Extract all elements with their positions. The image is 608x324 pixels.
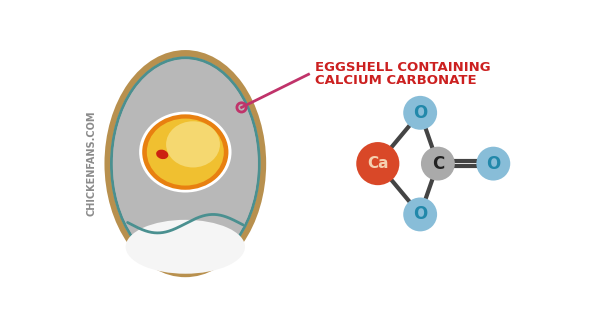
Ellipse shape [110, 57, 260, 271]
Text: O: O [413, 205, 427, 224]
Circle shape [403, 96, 437, 130]
Circle shape [421, 147, 455, 180]
Circle shape [477, 147, 510, 180]
Text: CALCIUM CARBONATE: CALCIUM CARBONATE [315, 74, 476, 87]
Circle shape [403, 198, 437, 231]
Circle shape [356, 142, 399, 185]
Text: O: O [486, 155, 500, 173]
Ellipse shape [126, 220, 245, 274]
Ellipse shape [166, 121, 220, 168]
Ellipse shape [156, 150, 168, 159]
Text: CHICKENFANS.COM: CHICKENFANS.COM [86, 111, 97, 216]
Text: C: C [432, 155, 444, 173]
Text: O: O [413, 104, 427, 122]
Text: Ca: Ca [367, 156, 389, 171]
Ellipse shape [113, 60, 258, 268]
Ellipse shape [147, 119, 224, 186]
Ellipse shape [111, 58, 259, 270]
Text: EGGSHELL CONTAINING: EGGSHELL CONTAINING [315, 61, 490, 74]
Ellipse shape [105, 50, 266, 277]
Ellipse shape [142, 114, 229, 190]
Ellipse shape [139, 112, 232, 192]
